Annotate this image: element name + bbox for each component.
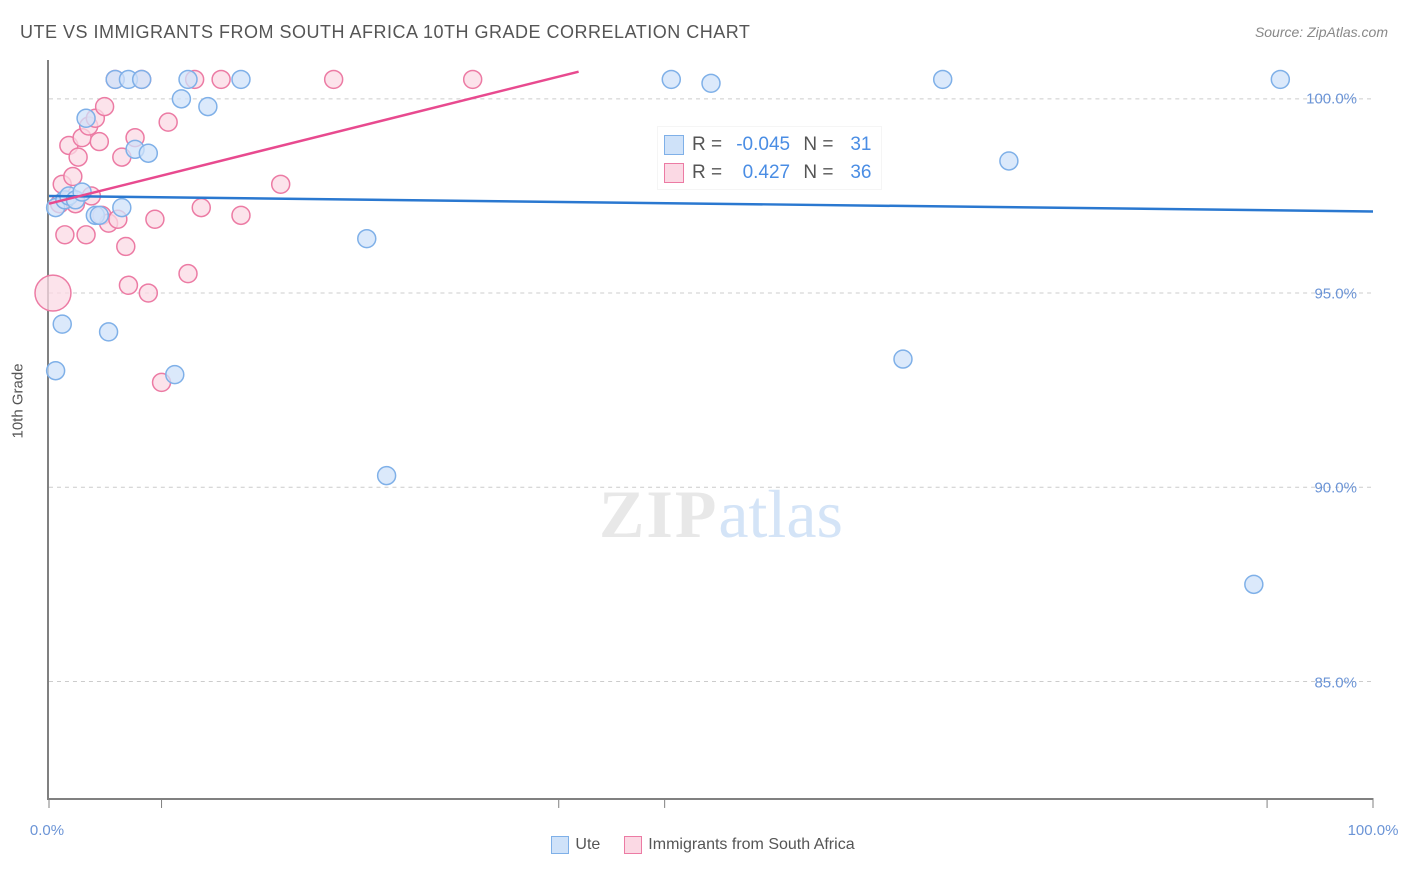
ute-swatch-icon <box>664 135 684 155</box>
ute-legend-swatch-icon <box>551 836 569 854</box>
correlation-stats-box: R = -0.045 N = 31 R = 0.427 N = 36 <box>657 126 882 190</box>
bottom-legend: Ute Immigrants from South Africa <box>0 836 1406 854</box>
legend-label-ute: Ute <box>575 836 600 854</box>
legend-item-imm: Immigrants from South Africa <box>624 836 854 854</box>
n-label: N = <box>798 162 833 184</box>
n-label: N = <box>798 134 833 156</box>
r-label: R = <box>692 162 722 184</box>
stats-row-ute: R = -0.045 N = 31 <box>664 131 871 159</box>
y-tick-label: 100.0% <box>1306 90 1357 107</box>
legend-label-imm: Immigrants from South Africa <box>648 836 854 854</box>
y-axis-label: 10th Grade <box>10 363 27 438</box>
stats-row-imm: R = 0.427 N = 36 <box>664 159 871 187</box>
n-value-ute: 31 <box>841 134 871 156</box>
imm-legend-swatch-icon <box>624 836 642 854</box>
r-label: R = <box>692 134 722 156</box>
plot-area: 85.0%90.0%95.0%100.0% ZIPatlas R = -0.04… <box>47 60 1373 800</box>
r-value-imm: 0.427 <box>730 162 790 184</box>
chart-title: UTE VS IMMIGRANTS FROM SOUTH AFRICA 10TH… <box>20 22 750 43</box>
source-attribution: Source: ZipAtlas.com <box>1255 24 1388 40</box>
y-tick-label: 95.0% <box>1314 285 1357 302</box>
r-value-ute: -0.045 <box>730 134 790 156</box>
legend-item-ute: Ute <box>551 836 600 854</box>
n-value-imm: 36 <box>841 162 871 184</box>
imm-swatch-icon <box>664 163 684 183</box>
y-tick-label: 90.0% <box>1314 480 1357 497</box>
y-tick-label: 85.0% <box>1314 675 1357 692</box>
